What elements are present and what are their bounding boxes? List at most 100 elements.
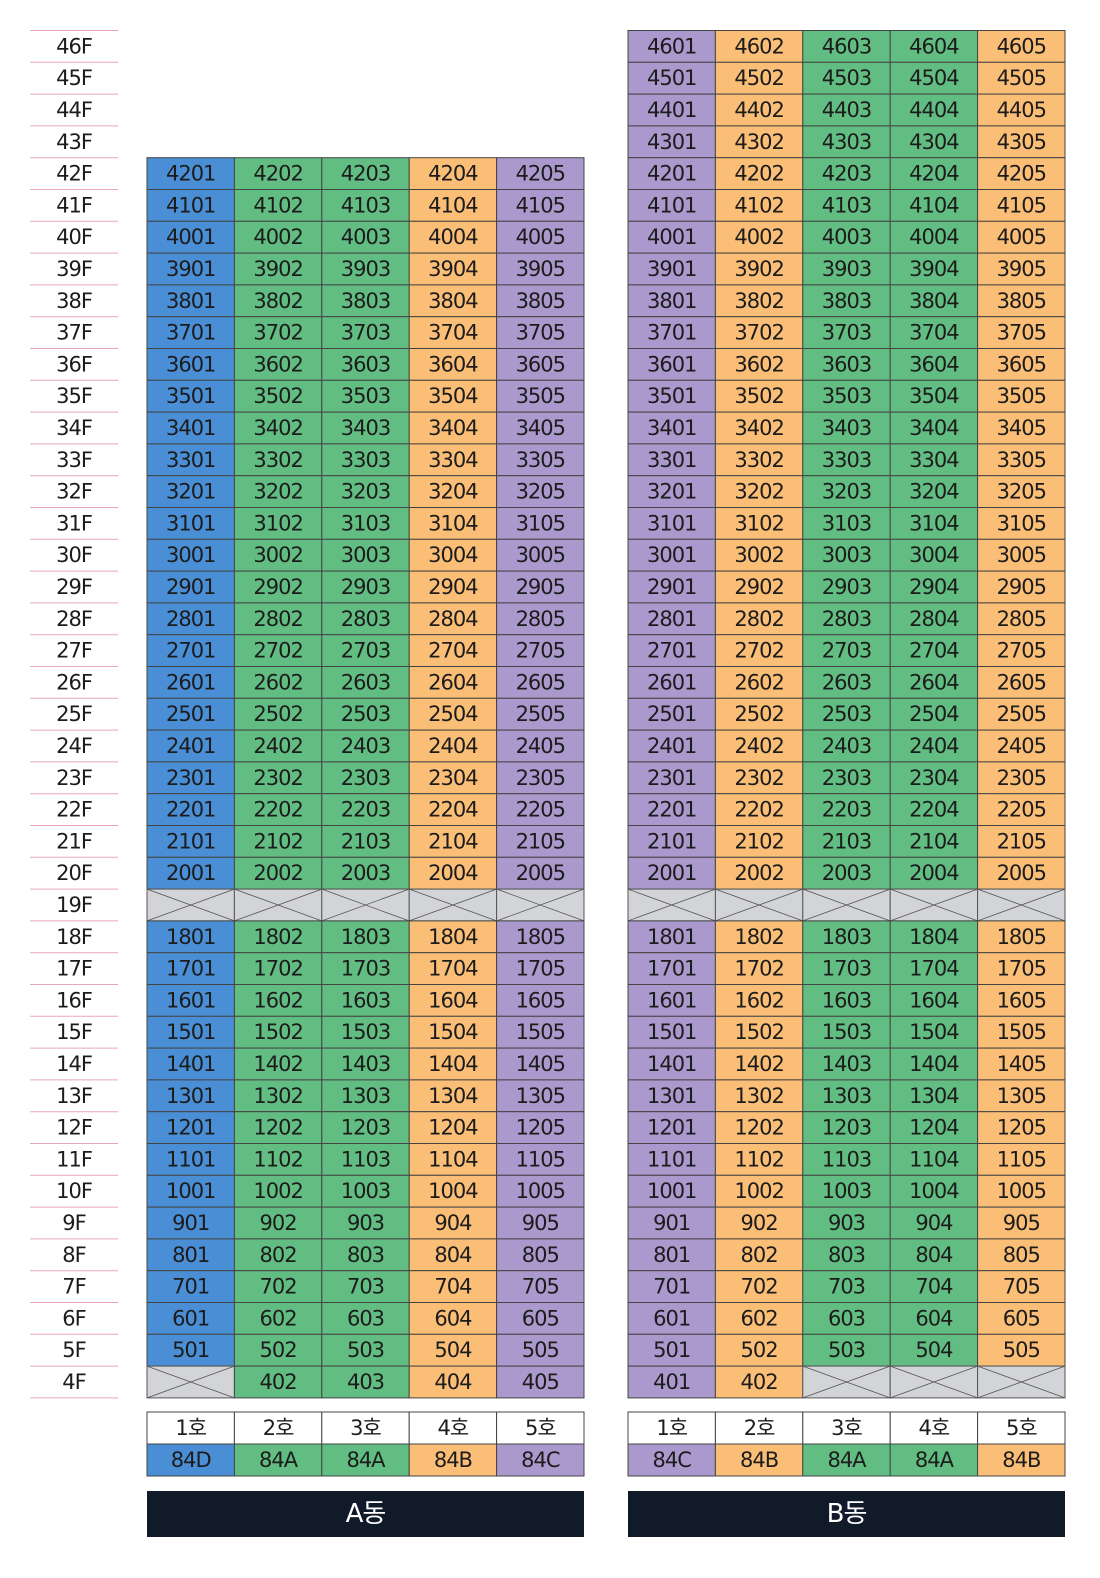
unit-number: 703 (347, 1275, 384, 1299)
line-header (496, 1411, 585, 1445)
unit-cell (321, 538, 410, 572)
unit-number: 3601 (647, 352, 696, 376)
unit-number: 2504 (909, 702, 959, 726)
unit-cell (496, 316, 585, 350)
unit-cell (802, 984, 891, 1017)
unit-number: 1403 (341, 1052, 390, 1076)
unit-cell (714, 1143, 804, 1176)
unit-number: 2805 (997, 607, 1046, 631)
unit-cell (496, 952, 585, 986)
unit-number: 4402 (734, 98, 783, 122)
unit-type: 84B (1002, 1448, 1040, 1472)
unit-number: 2702 (734, 639, 783, 663)
unit-number: 4005 (997, 225, 1046, 249)
unit-number: 2303 (822, 766, 871, 790)
unit-number: 602 (741, 1306, 778, 1330)
unit-number: 902 (260, 1211, 297, 1235)
unit-cell (889, 761, 979, 795)
floor-label: 35F (56, 384, 92, 408)
unit-cell (627, 1206, 716, 1240)
unit-cell (627, 984, 716, 1017)
unit-number: 2604 (428, 670, 478, 694)
unit-number: 2601 (166, 670, 215, 694)
unit-cell (714, 920, 804, 954)
unit-cell (977, 952, 1066, 986)
unit-number: 1203 (341, 1116, 390, 1140)
unit-cell (408, 316, 498, 350)
unit-cell (146, 793, 235, 827)
unit-number: 601 (653, 1306, 690, 1330)
unit-number: 2804 (909, 607, 959, 631)
unit-cell (408, 1174, 498, 1208)
unit-cell (627, 793, 716, 827)
unit-number: 704 (915, 1275, 953, 1299)
unit-cell (977, 443, 1066, 477)
unit-number: 2204 (428, 798, 478, 822)
unit-cell (627, 379, 716, 413)
unit-cell (146, 1015, 235, 1049)
unit-number: 3501 (647, 384, 696, 408)
unit-number: 3702 (253, 321, 302, 345)
unit-number: 1504 (909, 1020, 959, 1044)
unit-number: 3704 (909, 321, 959, 345)
cross (496, 888, 585, 922)
unit-cell (146, 1206, 235, 1240)
unit-number: 1104 (428, 1147, 478, 1171)
unit-number: 4101 (166, 193, 215, 217)
unit-cell (977, 538, 1066, 572)
unit-cell (889, 348, 979, 381)
unit-number: 4104 (428, 193, 478, 217)
unit-number: 3204 (909, 480, 959, 504)
unit-number: 1002 (734, 1179, 783, 1203)
unit-number: 2803 (341, 607, 390, 631)
floor-label: 27F (56, 639, 92, 663)
unit-number: 3304 (428, 448, 478, 472)
unit-number: 3702 (734, 321, 783, 345)
unit-number: 701 (172, 1275, 209, 1299)
unit-cell (714, 1238, 804, 1272)
unit-cell (233, 761, 323, 795)
unit-cell (233, 1365, 323, 1399)
unit-number: 3704 (428, 321, 478, 345)
unit-number: 2402 (734, 734, 783, 758)
unit-cell (714, 1079, 804, 1113)
unit-cell (408, 1270, 498, 1303)
unit-number: 2604 (909, 670, 959, 694)
unit-cell (233, 1111, 323, 1144)
floor-label: 9F (62, 1211, 85, 1235)
unit-number: 2305 (516, 766, 565, 790)
unit-number: 2101 (166, 829, 215, 853)
unit-cell (714, 1111, 804, 1144)
unit-cell (321, 507, 410, 540)
unit-number: 1503 (822, 1020, 871, 1044)
floor-label: 14F (56, 1052, 92, 1076)
cross (977, 888, 1066, 922)
unit-number: 2904 (909, 575, 959, 599)
unit-cell (977, 793, 1066, 827)
unit-cell (146, 507, 235, 540)
unit-type: 84B (434, 1448, 472, 1472)
unit-cell (977, 189, 1066, 222)
unit-cell (408, 348, 498, 381)
unit-cell (977, 157, 1066, 190)
unit-cell (889, 189, 979, 222)
unit-number: 1003 (341, 1179, 390, 1203)
unit-number: 3601 (166, 352, 215, 376)
unit-cell (496, 602, 585, 636)
unit-number: 2503 (341, 702, 390, 726)
type-cell (233, 1443, 323, 1477)
unit-cell (146, 729, 235, 763)
unit-number: 1405 (997, 1052, 1046, 1076)
unit-cell (627, 1079, 716, 1113)
unit-number: 3903 (822, 257, 871, 281)
unit-number: 2405 (516, 734, 565, 758)
floor-label: 30F (56, 543, 92, 567)
unit-number: 3205 (997, 480, 1046, 504)
unit-number: 3805 (516, 289, 565, 313)
unit-cell (233, 1174, 323, 1208)
unit-cell (408, 1238, 498, 1272)
unit-number: 1703 (341, 957, 390, 981)
unit-cell (233, 157, 323, 190)
unit-cell (977, 220, 1066, 254)
unit-cell (714, 1365, 804, 1399)
